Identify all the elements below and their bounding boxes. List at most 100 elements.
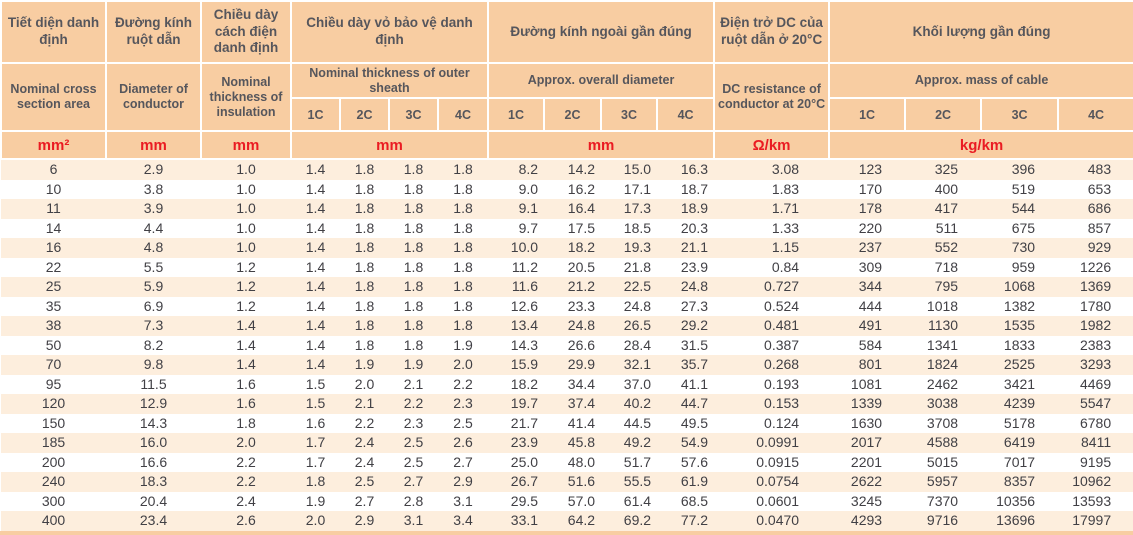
- cell-sheath-1c: 1.4: [305, 161, 326, 177]
- cell-dc-resistance: 0.268: [764, 356, 800, 372]
- cell-mass-4c: 857: [1087, 219, 1112, 236]
- cell-insulation: 1.6: [236, 375, 256, 392]
- header-overall-diameter-2c: 2C: [543, 97, 603, 132]
- cell-sheath-2c: 1.8: [354, 161, 375, 177]
- cell-dc-resistance: 0.0915: [756, 453, 800, 470]
- cell-sheath-4c: 1.8: [453, 200, 473, 216]
- cell-mass-1c: 1081: [850, 375, 883, 392]
- cell-cross-section: 11: [46, 200, 61, 216]
- cell-sheath-2c: 1.8: [354, 200, 375, 216]
- cell-overall-diameter-2c: 14.2: [567, 161, 596, 177]
- cell-mass-2c: 2462: [926, 375, 959, 392]
- header-insulation-vn: Chiều dày cách điện danh định: [200, 0, 292, 64]
- cell-mass-3c: 7017: [1003, 453, 1036, 470]
- cell-mass-2c: 1824: [926, 356, 959, 372]
- header-overall-diameter-vn: Đường kính ngoài gần đúng: [487, 0, 716, 64]
- cell-mass-1c: 344: [858, 278, 883, 294]
- cell-mass-1c: 2622: [850, 473, 883, 489]
- cell-overall-diameter-4c: 35.7: [680, 356, 709, 372]
- header-overall-diameter-4c: 4C: [656, 97, 716, 132]
- cell-cross-section: 185: [41, 434, 66, 450]
- header-mass-2c: 2C: [904, 97, 983, 132]
- cell-conductor-diameter: 6.9: [143, 297, 164, 314]
- header-sheath-1c: 1C: [290, 97, 341, 132]
- cell-overall-diameter-1c: 8.2: [518, 161, 539, 177]
- cell-dc-resistance: 1.71: [771, 200, 800, 216]
- cell-mass-2c: 511: [935, 219, 959, 236]
- cell-dc-resistance: 0.84: [771, 258, 800, 275]
- units-row: mm² mm mm mm mm Ω/km kg/km: [0, 130, 1133, 160]
- cell-insulation: 1.8: [236, 414, 256, 431]
- cell-mass-3c: 6419: [1003, 434, 1036, 450]
- cell-dc-resistance: 0.153: [764, 395, 800, 411]
- table-row: 240 18.3 2.2 1.8 2.5 2.7 2.9 26.7 51.6 55.5 61.9 0.…: [1, 472, 1133, 492]
- cell-mass-2c: 3038: [926, 395, 959, 411]
- table-row: 150 14.3 1.8 1.6 2.2 2.3 2.5 21.7 41.4 44.5 49.5 0.…: [1, 413, 1133, 433]
- cell-dc-resistance: 1.33: [771, 219, 800, 236]
- cell-sheath-3c: 2.2: [403, 395, 424, 411]
- cell-overall-diameter-3c: 21.8: [623, 258, 652, 275]
- header-mass-vn: Khối lượng gần đúng: [828, 0, 1133, 64]
- cell-sheath-1c: 1.4: [305, 336, 326, 353]
- cell-sheath-4c: 2.6: [453, 434, 473, 450]
- cell-overall-diameter-3c: 19.3: [623, 239, 652, 255]
- cell-conductor-diameter: 12.9: [139, 395, 168, 411]
- cell-overall-diameter-1c: 25.0: [510, 453, 539, 470]
- cell-sheath-2c: 2.9: [354, 512, 375, 528]
- cell-sheath-2c: 2.4: [354, 434, 375, 450]
- cell-overall-diameter-2c: 18.2: [567, 239, 596, 255]
- cell-insulation: 1.4: [236, 356, 256, 372]
- cell-sheath-1c: 1.6: [305, 414, 326, 431]
- cell-insulation: 1.0: [236, 200, 256, 216]
- cell-overall-diameter-3c: 32.1: [623, 356, 652, 372]
- cell-overall-diameter-4c: 68.5: [680, 492, 709, 509]
- cell-overall-diameter-2c: 37.4: [567, 395, 596, 411]
- header-dc-resistance-en: DC resistance of conductor at 20°C: [713, 62, 831, 132]
- cell-overall-diameter-2c: 26.6: [567, 336, 596, 353]
- cell-sheath-4c: 1.8: [453, 297, 473, 314]
- header-conductor-diameter-vn: Đường kính ruột dẫn: [105, 0, 202, 64]
- cell-cross-section: 25: [45, 278, 62, 294]
- cell-overall-diameter-4c: 77.2: [680, 512, 709, 528]
- cell-mass-1c: 1630: [850, 414, 883, 431]
- cell-mass-2c: 400: [934, 180, 959, 197]
- unit-sheath: mm: [289, 130, 490, 160]
- cell-insulation: 1.2: [236, 258, 256, 275]
- cell-mass-4c: 1982: [1079, 317, 1112, 333]
- cell-insulation: 1.0: [236, 180, 256, 197]
- cell-overall-diameter-4c: 41.1: [680, 375, 709, 392]
- cell-overall-diameter-2c: 64.2: [567, 512, 596, 528]
- cell-sheath-4c: 3.4: [453, 512, 473, 528]
- cell-mass-4c: 5547: [1079, 395, 1112, 411]
- cell-sheath-3c: 1.8: [403, 278, 424, 294]
- cell-overall-diameter-2c: 24.8: [567, 317, 596, 333]
- cell-dc-resistance: 0.124: [764, 414, 800, 431]
- cell-overall-diameter-1c: 9.7: [518, 219, 539, 236]
- table-row: 35 6.9 1.2 1.4 1.8 1.8 1.8 12.6 23.3 24.8 27.3 0.52…: [1, 296, 1133, 316]
- cell-mass-1c: 2017: [850, 434, 883, 450]
- cell-overall-diameter-4c: 23.9: [680, 258, 709, 275]
- cell-mass-3c: 396: [1011, 161, 1036, 177]
- cell-cross-section: 35: [45, 297, 62, 314]
- cell-cross-section: 300: [41, 492, 66, 509]
- cell-mass-3c: 519: [1011, 180, 1036, 197]
- cell-sheath-3c: 1.8: [403, 239, 424, 255]
- cell-sheath-4c: 1.9: [453, 336, 473, 353]
- table-row: 400 23.4 2.6 2.0 2.9 3.1 3.4 33.1 64.2 69.2 77.2 0.…: [1, 511, 1133, 531]
- cell-mass-3c: 730: [1011, 239, 1036, 255]
- header-insulation-en: Nominal thickness of insulation: [200, 62, 292, 132]
- cell-overall-diameter-2c: 21.2: [567, 278, 596, 294]
- table-row: 38 7.3 1.4 1.4 1.8 1.8 1.8 13.4 24.8 26.5 29.2 0.48…: [1, 316, 1133, 336]
- cell-sheath-2c: 1.9: [354, 356, 375, 372]
- cell-overall-diameter-2c: 45.8: [567, 434, 596, 450]
- cell-cross-section: 150: [41, 414, 66, 431]
- cell-sheath-2c: 1.8: [354, 297, 375, 314]
- cell-sheath-4c: 1.8: [453, 278, 473, 294]
- cell-sheath-2c: 1.8: [354, 317, 375, 333]
- cell-sheath-1c: 1.8: [305, 473, 326, 489]
- header-dc-resistance-vn: Điện trở DC của ruột dẫn ở 20°C: [713, 0, 831, 64]
- cell-overall-diameter-3c: 17.3: [623, 200, 652, 216]
- cell-overall-diameter-1c: 9.1: [518, 200, 539, 216]
- cell-sheath-1c: 1.4: [305, 317, 326, 333]
- cell-overall-diameter-3c: 55.5: [623, 473, 652, 489]
